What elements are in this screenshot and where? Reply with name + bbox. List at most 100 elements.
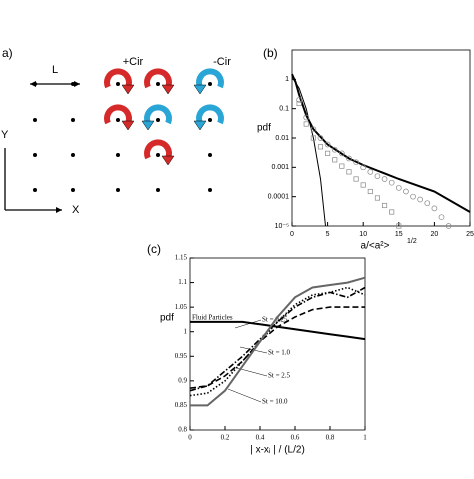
x-axis-label: X — [72, 204, 80, 216]
series-line — [190, 276, 366, 407]
lattice-point — [156, 153, 160, 157]
marker — [374, 195, 380, 201]
lattice-point — [116, 153, 120, 157]
marker — [360, 182, 366, 188]
y-tick-label: 1.15 — [175, 254, 188, 262]
series-line — [291, 76, 326, 227]
x-arrow — [56, 207, 62, 213]
lattice-point — [208, 118, 212, 122]
x-axis-label-sup: 1/2 — [407, 238, 417, 245]
x-tick-label: 20 — [431, 231, 439, 238]
y-tick-label: 0.8 — [178, 426, 187, 434]
lattice-point — [208, 188, 212, 192]
lattice-point — [156, 82, 160, 86]
marker — [382, 202, 388, 209]
lattice-point — [116, 188, 120, 192]
y-tick-label: 10⁻⁵ — [275, 223, 289, 230]
marker — [338, 150, 345, 157]
lattice — [33, 68, 224, 192]
y-tick-label: 1.05 — [175, 303, 188, 311]
marker — [317, 144, 324, 150]
plot-frame — [189, 257, 366, 431]
marker — [403, 188, 409, 195]
y-axis-label: pdf — [257, 123, 271, 134]
lattice-point — [71, 118, 75, 122]
marker — [296, 100, 302, 107]
marker — [395, 184, 402, 191]
marker — [424, 200, 431, 207]
vortex-head — [193, 120, 207, 131]
series-line — [189, 306, 365, 389]
arrow-heads — [30, 81, 80, 87]
panel-label: (b) — [263, 46, 278, 60]
plus-label: +Cir — [123, 56, 144, 68]
x-tick-label: 0.8 — [326, 434, 335, 442]
x-axis-label: | x-xᵢ | / (L/2) — [250, 445, 305, 456]
x-tick-label: 15 — [395, 231, 403, 238]
marker — [346, 169, 352, 175]
marker — [360, 164, 367, 171]
lattice-point — [156, 118, 160, 122]
x-tick-label: 1 — [363, 434, 367, 442]
label-leader — [227, 388, 262, 403]
y-tick-label: 0.001 — [271, 164, 289, 171]
y-tick-label: 0.1 — [279, 106, 289, 113]
marker — [410, 193, 416, 200]
marker — [317, 135, 324, 141]
lattice-point — [71, 188, 75, 192]
marker — [445, 223, 452, 229]
vortex-head — [121, 84, 135, 95]
y-axis-label: Y — [1, 129, 9, 141]
panel-label: (c) — [147, 242, 161, 256]
vortex-arrow — [144, 104, 172, 125]
marker — [353, 176, 359, 182]
marker — [388, 179, 395, 186]
series-label: St = 1.0 — [268, 349, 291, 357]
vortex-head — [193, 84, 207, 95]
lattice-point — [116, 82, 120, 86]
label-leader — [236, 367, 268, 377]
y-axis-label: pdf — [160, 313, 174, 324]
vortex-arrow — [144, 68, 172, 89]
y-tick-label: 1 — [184, 327, 188, 335]
series-label: Fluid Particles — [192, 314, 233, 322]
y-tick-label: 1.1 — [178, 278, 187, 286]
lattice-point — [71, 153, 75, 157]
marker — [367, 169, 374, 175]
x-tick-label: 0 — [290, 231, 294, 238]
marker — [367, 188, 373, 195]
y-tick-label: 0.85 — [175, 401, 188, 409]
lattice-point — [208, 82, 212, 86]
marker — [324, 141, 331, 148]
label-leader — [234, 319, 262, 329]
x-axis-label: a/<a²> — [361, 241, 390, 252]
lattice-point — [33, 188, 37, 192]
vortex-head — [161, 155, 175, 166]
y-tick-label: 0.0001 — [268, 194, 290, 201]
x-tick-label: 5 — [326, 231, 330, 238]
vortex-head — [161, 84, 175, 95]
marker — [417, 196, 424, 203]
lattice-point — [33, 118, 37, 122]
y-tick-label: 0.95 — [175, 352, 188, 360]
marker — [310, 126, 317, 133]
lattice-point — [33, 153, 37, 157]
panel-a: a) L +Cir -Cir Y X — [1, 46, 231, 216]
series-line — [189, 286, 366, 397]
lattice-point — [71, 82, 75, 86]
x-tick-label: 10 — [359, 231, 367, 238]
y-tick-label: 0.9 — [178, 376, 187, 384]
marker — [296, 96, 302, 103]
marker — [353, 159, 359, 166]
series-label: St = 2.5 — [268, 372, 291, 380]
marker — [310, 135, 316, 141]
lattice-point — [208, 153, 212, 157]
marker — [438, 214, 445, 221]
y-tick-label: 1 — [285, 76, 289, 83]
vortex-arrow — [104, 68, 132, 89]
marker — [325, 150, 331, 156]
vortex-arrow — [144, 139, 172, 160]
marker — [339, 163, 345, 169]
vortex-arrow — [104, 104, 132, 125]
